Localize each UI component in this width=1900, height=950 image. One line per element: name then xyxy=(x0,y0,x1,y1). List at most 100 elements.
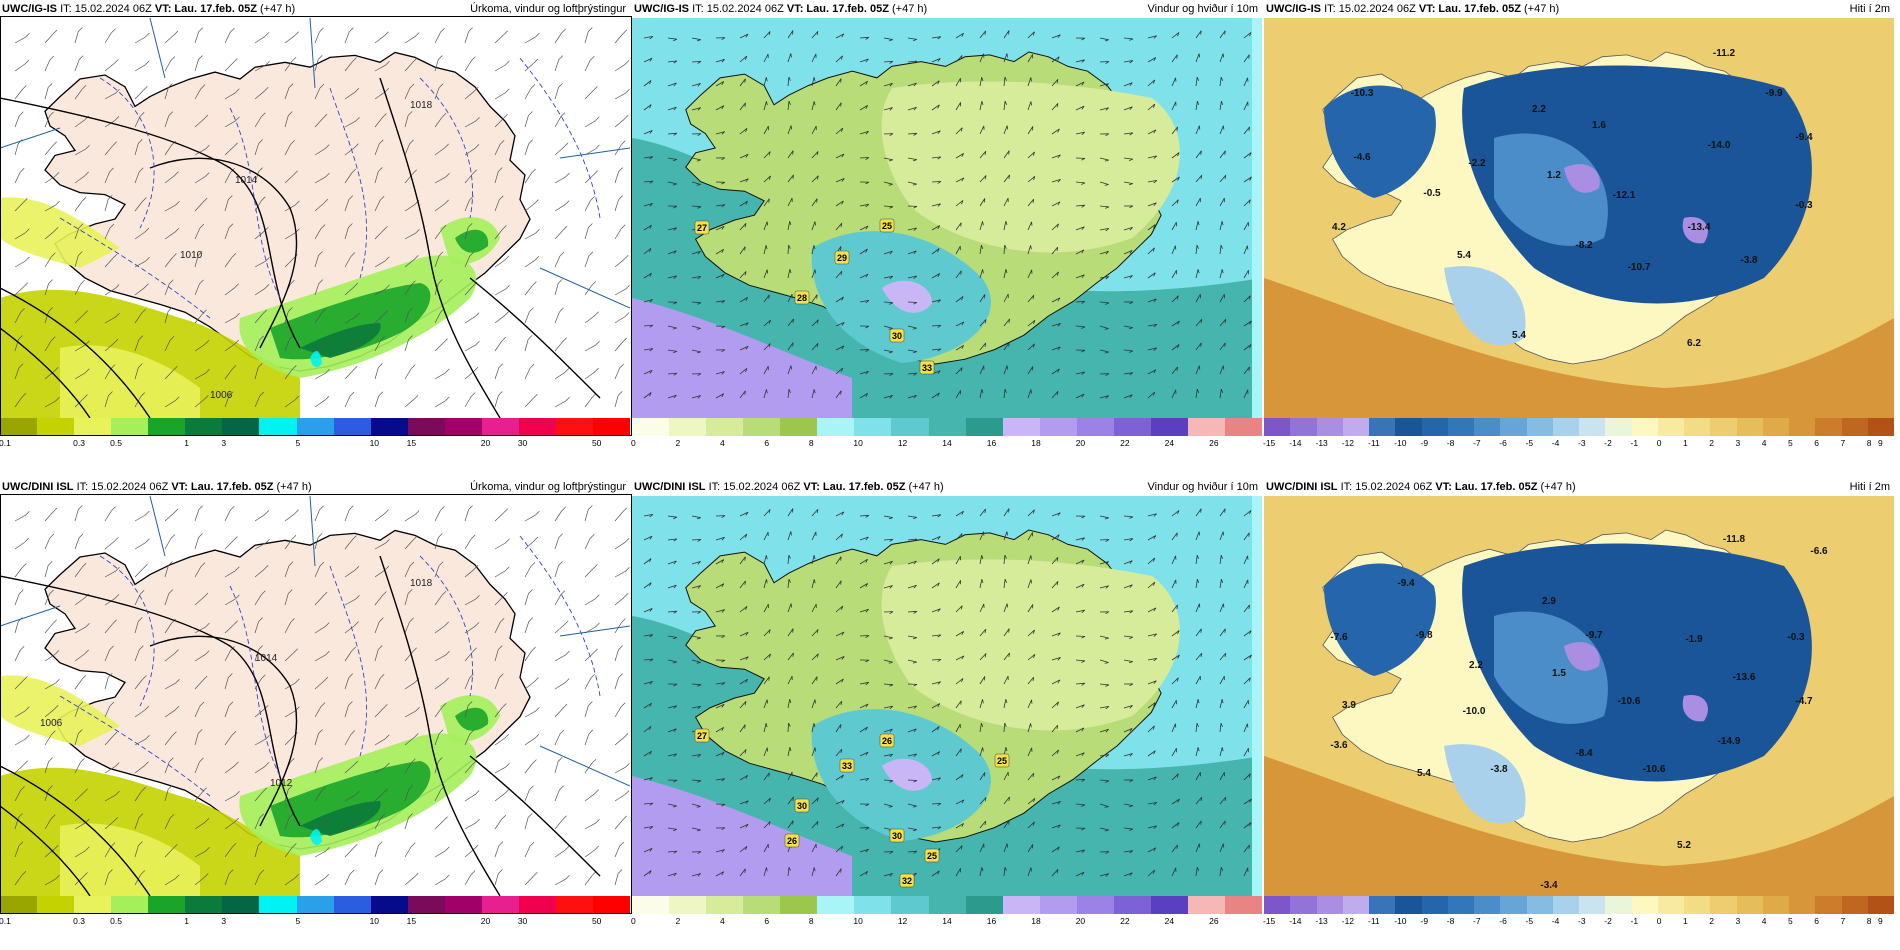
gust-value-label: 33 xyxy=(842,761,852,771)
colorbar-swatch xyxy=(111,896,149,914)
temperature-value-label: 5.4 xyxy=(1512,330,1526,341)
colorbar-swatch xyxy=(259,418,297,436)
gust-label-box xyxy=(924,848,940,863)
colorbar-tick-label: 5 xyxy=(1788,916,1793,926)
temperature-map: -11.8 -6.6 -9.4 2.9 -7.6 -9.8 -9.7 -1.9 -0.3 2.2 1… xyxy=(1264,496,1894,896)
colorbar-swatch xyxy=(1113,896,1151,914)
isobar-label: 1010 xyxy=(180,250,203,261)
colorbar-tick-label: 18 xyxy=(1031,438,1041,448)
colorbar-tick-label: 5 xyxy=(295,916,301,926)
temperature-value-label: -9.9 xyxy=(1765,88,1783,99)
colorbar-swatch xyxy=(928,418,966,436)
temperature-value-label: -3.8 xyxy=(1740,255,1758,266)
init-time: IT: 15.02.2024 06Z xyxy=(1324,3,1416,15)
panel-precip-dini: UWC/DINI ISL IT: 15.02.2024 06Z VT: Lau.… xyxy=(0,478,631,936)
colorbar-swatch xyxy=(148,896,186,914)
temp-area xyxy=(1264,278,1894,418)
colorbar-tick-label: -7 xyxy=(1473,916,1481,926)
colorbar-swatch xyxy=(148,418,186,436)
colorbar-swatch xyxy=(370,896,408,914)
colorbar-swatch xyxy=(1605,896,1632,914)
temperature-value-label: -9.7 xyxy=(1585,630,1603,641)
colorbar-swatch xyxy=(817,896,855,914)
colorbar-swatch xyxy=(1579,418,1606,436)
colorbar-tick-label: -13 xyxy=(1315,438,1328,448)
temperature-value-label: -13.4 xyxy=(1688,222,1711,233)
panel-header: UWC/DINI ISL IT: 15.02.2024 06Z VT: Lau.… xyxy=(0,478,630,496)
temperature-value-label: -0.3 xyxy=(1787,632,1805,643)
temperature-value-label: -8.2 xyxy=(1575,240,1593,251)
gust-value-label: 33 xyxy=(922,363,932,373)
colorbar-swatch xyxy=(593,896,631,914)
colorbar-tick-label: -3 xyxy=(1578,438,1586,448)
temperature-value-label: -0.3 xyxy=(1795,200,1813,211)
temp-area xyxy=(1264,756,1894,896)
colorbar-swatch xyxy=(1342,418,1369,436)
isobar-label: 1006 xyxy=(40,718,63,729)
panel-title: Vindur og hviður í 10m xyxy=(1147,481,1258,493)
colorbar-tick-label: 26 xyxy=(1209,438,1219,448)
gust-value-label: 32 xyxy=(902,876,912,886)
temperature-value-label: -0.5 xyxy=(1423,188,1441,199)
temperature-value-label: -14.0 xyxy=(1708,140,1731,151)
temperature-value-label: -9.4 xyxy=(1795,132,1813,143)
colorbar-tick-label: -11 xyxy=(1368,916,1380,926)
precip-colorbar: 0.1 0.3 0.5 1 3 5 10 15 20 30 50 xyxy=(0,418,631,450)
colorbar-tick-label: 8 xyxy=(1866,916,1872,926)
colorbar-tick-label: -14 xyxy=(1289,438,1302,448)
colorbar-swatch xyxy=(259,896,297,914)
colorbar-tick-label: 6 xyxy=(764,916,770,926)
colorbar-swatch xyxy=(1605,418,1632,436)
model-name: UWC/DINI ISL xyxy=(2,481,74,493)
colorbar-swatch xyxy=(1500,896,1527,914)
colorbar-tick-label: -6 xyxy=(1499,916,1507,926)
panel-temp-dini: UWC/DINI ISL IT: 15.02.2024 06Z VT: Lau.… xyxy=(1263,478,1894,936)
colorbar-tick-label: 4 xyxy=(719,916,725,926)
isotherms xyxy=(59,535,601,797)
colorbar-tick-label: 22 xyxy=(1120,438,1130,448)
colorbar-swatch xyxy=(1076,896,1114,914)
temperature-value-label: -3.4 xyxy=(1540,880,1558,891)
init-time: IT: 15.02.2024 06Z xyxy=(692,3,784,15)
colorbar-swatch xyxy=(296,896,334,914)
gust-value-label: 25 xyxy=(997,756,1007,766)
colorbar-ticks: 0.1 0.3 0.5 1 3 5 10 15 20 30 50 xyxy=(0,914,630,928)
very-cold-area xyxy=(1564,164,1600,193)
panel-title: Úrkoma, vindur og loftþrýstingur xyxy=(470,3,626,15)
gust-label-box xyxy=(794,290,810,305)
isotherms xyxy=(59,57,601,319)
precip-area xyxy=(270,761,431,838)
isobar-label: 1018 xyxy=(410,100,433,111)
wind-map-svg: 27 33 26 30 26 25 30 25 32 xyxy=(632,496,1262,896)
model-name: UWC/IG-IS xyxy=(634,3,689,15)
temperature-value-label: -9.4 xyxy=(1397,578,1415,589)
precip-map: 1014 1012 1006 1018 xyxy=(0,496,630,896)
colorbar-tick-label: 0.1 xyxy=(0,438,11,448)
precip-area xyxy=(300,323,381,358)
colorbar-tick-label: 20 xyxy=(480,916,491,926)
lead-time: (+47 h) xyxy=(276,481,312,493)
colorbar-swatch xyxy=(854,896,892,914)
colorbar-swatch xyxy=(1867,896,1894,914)
colorbar-tick-label: -4 xyxy=(1551,438,1560,448)
colorbar-swatch xyxy=(1657,418,1684,436)
gust-value-label: 30 xyxy=(797,801,807,811)
colorbar-swatch xyxy=(1736,418,1763,436)
colorbar-tick-label: 8 xyxy=(1866,438,1872,448)
colorbar-tick-label: -9 xyxy=(1420,916,1429,926)
cold-area xyxy=(1494,133,1608,246)
colorbar-tick-label: 2 xyxy=(1709,438,1714,448)
temperature-value-label: 1.5 xyxy=(1552,668,1566,679)
colorbar-swatch xyxy=(444,418,482,436)
colorbar-tick-label: 14 xyxy=(942,438,952,448)
temperature-value-label: -4.7 xyxy=(1795,696,1813,707)
colorbar-swatches xyxy=(1264,418,1894,436)
colorbar-tick-label: 30 xyxy=(517,438,528,448)
isobar-label: 1018 xyxy=(410,578,433,589)
colorbar-tick-label: 3 xyxy=(1735,916,1741,926)
colorbar-tick-label: 3 xyxy=(221,438,227,448)
colorbar-swatch xyxy=(1264,896,1291,914)
colorbar-swatch xyxy=(1421,418,1448,436)
isobar-label: 1006 xyxy=(210,390,233,401)
wind-area xyxy=(881,559,1180,731)
